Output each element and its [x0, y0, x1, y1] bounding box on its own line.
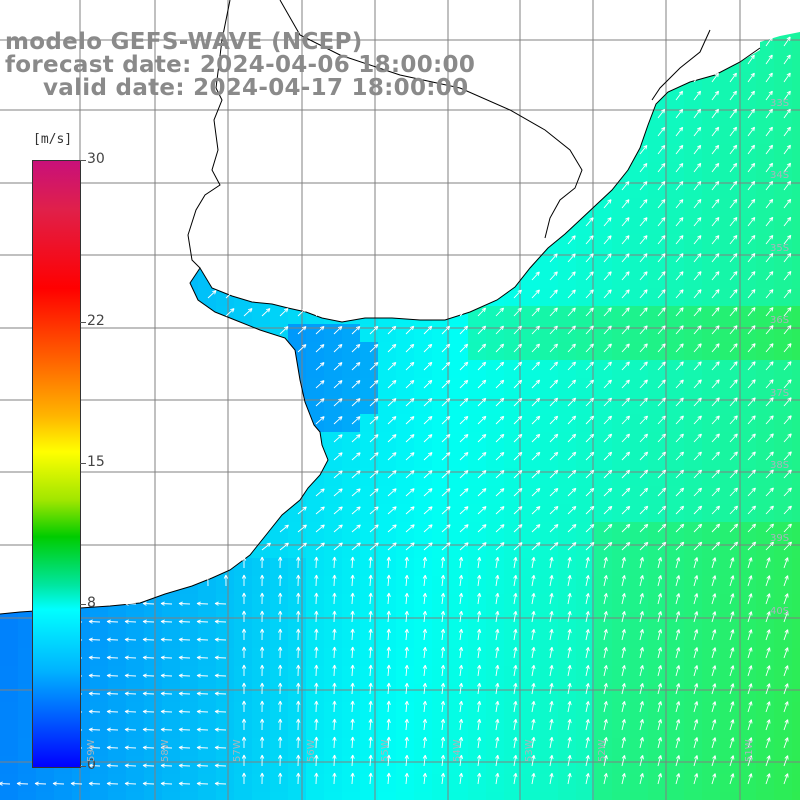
longitude-label: 54W	[452, 739, 463, 762]
longitude-label: 59W	[86, 739, 97, 762]
border-north	[279, 0, 583, 239]
border-top	[215, 0, 231, 89]
latitude-label: 34S	[770, 170, 790, 181]
colorbar	[32, 160, 81, 768]
border-uruguay	[187, 87, 223, 269]
colorbar-tick-label: 0	[87, 757, 96, 773]
colorbar-tick-label: 30	[87, 151, 105, 167]
latitude-label: 35S	[770, 243, 790, 254]
land-area	[0, 0, 760, 614]
title-forecast-date: forecast date: 2024-04-06 18:00:00	[5, 52, 476, 78]
colorbar-tick-mark	[80, 604, 86, 606]
colorbar-tick-mark	[80, 160, 86, 161]
longitude-label: 52W	[597, 739, 608, 762]
title-valid-date: valid date: 2024-04-17 18:00:00	[43, 75, 469, 101]
colorbar-tick-mark	[80, 321, 86, 323]
colorbar-tick-label: 8	[87, 595, 96, 612]
coastline-main	[0, 47, 761, 615]
wind-vectors	[0, 0, 793, 786]
latitude-label: 38S	[770, 460, 790, 471]
title-model: modelo GEFS-WAVE (NCEP)	[5, 29, 363, 55]
colorbar-tick-mark	[80, 463, 86, 464]
land-east	[760, 0, 800, 42]
longitude-label: 56W	[306, 739, 317, 762]
longitude-label: 51W	[744, 739, 755, 762]
longitude-label: 57W	[232, 739, 243, 762]
latitude-label: 39S	[770, 533, 790, 544]
colorbar-tick-label: 15	[87, 454, 105, 470]
lagoon	[651, 29, 711, 101]
latitude-label: 37S	[770, 388, 790, 399]
colorbar-tick-label: 22	[87, 312, 105, 329]
land-mass	[0, 0, 800, 614]
longitude-label: 55W	[380, 739, 391, 762]
coastline	[0, 0, 761, 615]
colorbar-unit: [m/s]	[33, 132, 73, 147]
latitude-label: 40S	[770, 606, 790, 617]
colorbar-tick-mark	[80, 766, 86, 767]
longitude-label: 58W	[160, 739, 171, 762]
latitude-label: 33S	[770, 98, 790, 109]
longitude-label: 53W	[524, 739, 535, 762]
latitude-label: 36S	[770, 315, 790, 326]
